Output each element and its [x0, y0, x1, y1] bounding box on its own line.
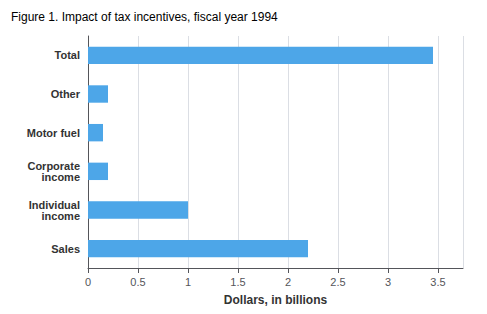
svg-text:2.5: 2.5	[330, 276, 345, 288]
svg-text:0: 0	[85, 276, 91, 288]
svg-text:2: 2	[285, 276, 291, 288]
svg-text:1.5: 1.5	[230, 276, 245, 288]
svg-text:Motor fuel: Motor fuel	[27, 127, 80, 139]
svg-text:Dollars, in billions: Dollars, in billions	[224, 293, 328, 307]
svg-text:Total: Total	[55, 49, 80, 61]
svg-text:Sales: Sales	[51, 243, 80, 255]
svg-text:1: 1	[185, 276, 191, 288]
svg-text:income: income	[41, 171, 80, 183]
svg-text:Figure 1. Impact of tax incent: Figure 1. Impact of tax incentives, fisc…	[11, 10, 278, 24]
svg-text:3.5: 3.5	[430, 276, 445, 288]
svg-text:0.5: 0.5	[130, 276, 145, 288]
svg-text:income: income	[41, 210, 80, 222]
svg-text:Other: Other	[51, 88, 81, 100]
svg-text:3: 3	[385, 276, 391, 288]
svg-text:Individual: Individual	[28, 198, 80, 211]
svg-text:Corporate: Corporate	[27, 159, 80, 172]
